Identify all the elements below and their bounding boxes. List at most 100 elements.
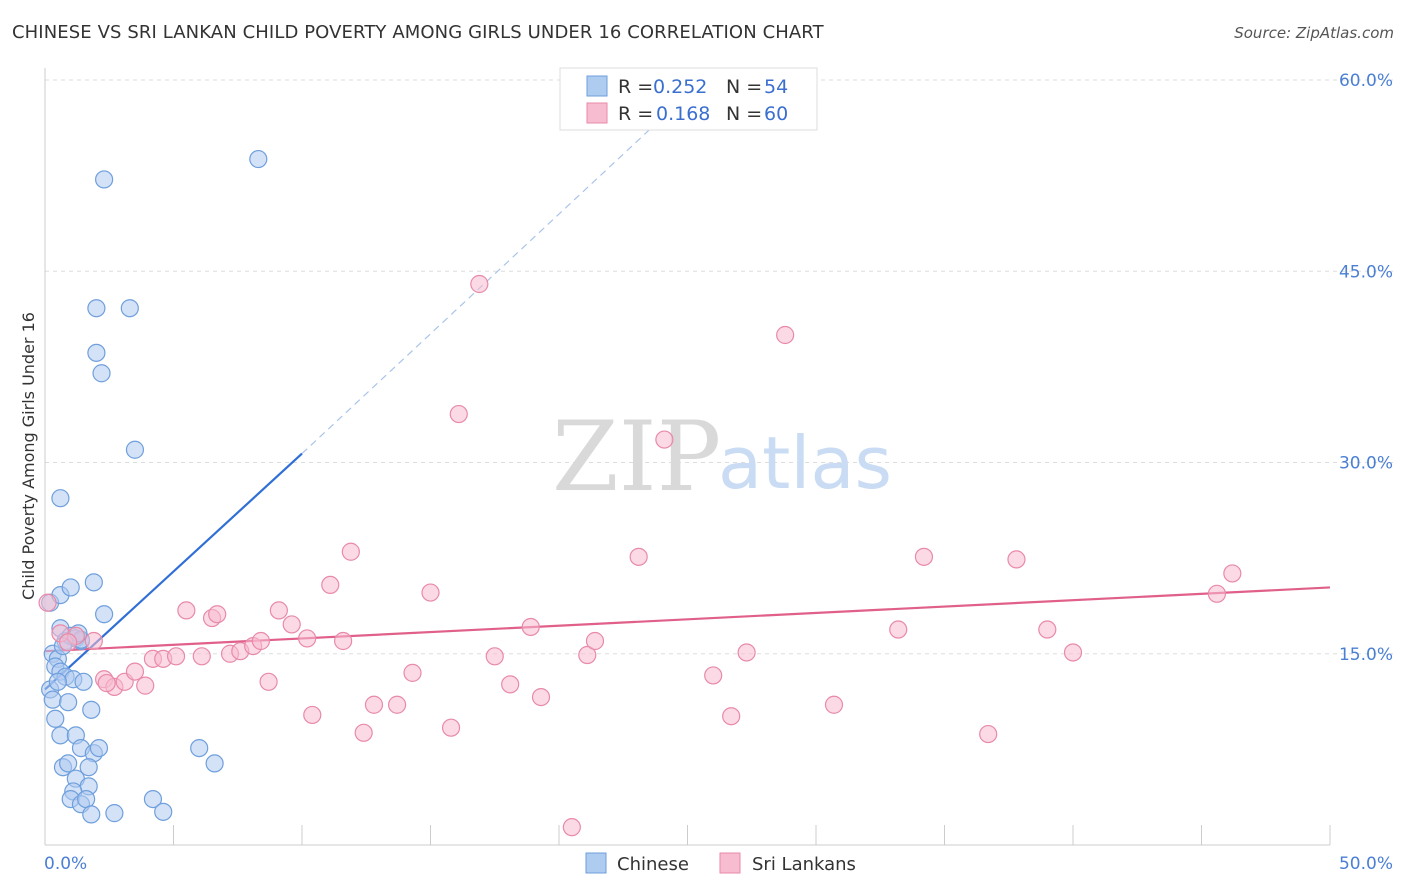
data-point — [136, 676, 155, 695]
data-point — [704, 666, 723, 685]
bottom-legend: Chinese Sri Lankans — [585, 852, 856, 875]
legend-r-value-chinese: 0.252 — [653, 76, 707, 98]
data-point — [79, 758, 98, 777]
data-point — [1223, 564, 1242, 583]
data-point — [449, 404, 468, 424]
legend-n-label-chinese: N = — [726, 76, 762, 98]
data-point — [341, 542, 360, 561]
data-point — [1207, 584, 1227, 603]
data-points — [38, 149, 1242, 837]
legend-n-value-chinese: 54 — [764, 76, 788, 98]
data-point — [59, 693, 78, 712]
data-point — [470, 274, 489, 294]
data-point — [737, 643, 756, 662]
data-point — [269, 601, 288, 620]
data-point — [979, 724, 998, 744]
trend-line — [44, 586, 1331, 653]
legend-n-value-sri-lankans: 60 — [764, 103, 788, 125]
data-point — [166, 647, 186, 666]
data-point — [421, 583, 440, 602]
data-point — [334, 631, 353, 651]
data-point — [51, 489, 70, 508]
data-point — [585, 631, 605, 651]
data-point — [441, 718, 461, 737]
data-point — [59, 754, 78, 773]
data-point — [251, 631, 270, 651]
axes — [44, 68, 1331, 846]
x-tick-label: 0.0% — [44, 854, 87, 874]
y-tick-label: 15.0% — [1339, 645, 1393, 665]
series-sri-lankans — [38, 274, 1242, 837]
data-point — [303, 705, 322, 725]
data-point — [298, 629, 317, 648]
y-axis-label: Child Poverty Among Girls Under 16 — [19, 312, 38, 600]
data-point — [354, 723, 373, 742]
data-point — [259, 672, 278, 691]
data-point — [776, 325, 795, 345]
data-point — [143, 789, 163, 809]
legend-swatch-sri-lankans — [586, 102, 608, 124]
data-point — [59, 633, 78, 652]
data-point — [97, 673, 116, 693]
data-point — [824, 695, 844, 714]
gridlines — [45, 79, 1393, 655]
data-point — [192, 647, 211, 666]
data-point — [120, 299, 139, 318]
data-point — [48, 672, 67, 691]
bottom-legend-swatch-chinese — [585, 852, 607, 874]
data-point — [177, 601, 196, 620]
data-point — [190, 738, 209, 758]
data-point — [208, 605, 227, 624]
data-point — [629, 547, 648, 566]
data-point — [521, 617, 540, 637]
data-point — [1038, 620, 1057, 639]
legend-n-label-sri-lankans: N = — [726, 103, 762, 125]
watermark-zip: ZIP — [552, 401, 721, 513]
data-point — [282, 615, 301, 634]
data-point — [95, 170, 114, 189]
bottom-legend-label-chinese: Chinese — [617, 854, 689, 875]
data-point — [1007, 550, 1026, 569]
data-point — [914, 547, 934, 566]
data-point — [387, 695, 407, 714]
data-point — [38, 593, 57, 612]
data-point — [531, 687, 551, 707]
y-tick-label: 45.0% — [1339, 262, 1393, 282]
data-point — [84, 573, 103, 592]
data-point — [249, 149, 268, 169]
data-point — [43, 690, 62, 709]
series-chinese — [41, 149, 268, 824]
legend-box: R = 0.252 N = 54 R = 0.168 N = 60 — [559, 67, 818, 131]
data-point — [321, 575, 340, 595]
data-point — [82, 700, 101, 719]
x-tick-label: 50.0% — [1339, 854, 1393, 874]
bottom-legend-label-sri-lankans: Sri Lankans — [752, 854, 856, 875]
data-point — [51, 726, 70, 745]
data-point — [87, 343, 106, 362]
bottom-legend-swatch-sri-lankans — [719, 852, 741, 874]
data-point — [92, 364, 111, 383]
data-point — [1063, 643, 1083, 662]
chart-title: CHINESE VS SRI LANKAN CHILD POVERTY AMON… — [12, 22, 824, 43]
legend-swatch-chinese — [586, 75, 608, 97]
data-point — [125, 440, 145, 459]
data-point — [154, 802, 173, 821]
y-tick-label: 60.0% — [1339, 71, 1393, 91]
tick-labels: 15.0% 30.0% 45.0% 60.0% 0.0% 50.0% — [44, 71, 1393, 874]
watermark: ZIP atlas — [552, 401, 892, 513]
data-point — [95, 605, 114, 624]
data-point — [485, 647, 504, 666]
data-point — [74, 672, 93, 691]
data-point — [61, 578, 80, 597]
y-tick-label: 30.0% — [1339, 454, 1393, 474]
data-point — [889, 620, 908, 639]
data-point — [87, 299, 106, 318]
data-point — [578, 645, 597, 665]
data-point — [84, 631, 103, 651]
data-point — [655, 430, 674, 449]
data-point — [105, 804, 124, 823]
source-credit: Source: ZipAtlas.com — [1234, 24, 1394, 42]
data-point — [89, 738, 109, 758]
watermark-atlas: atlas — [718, 421, 892, 505]
data-point — [46, 709, 65, 728]
